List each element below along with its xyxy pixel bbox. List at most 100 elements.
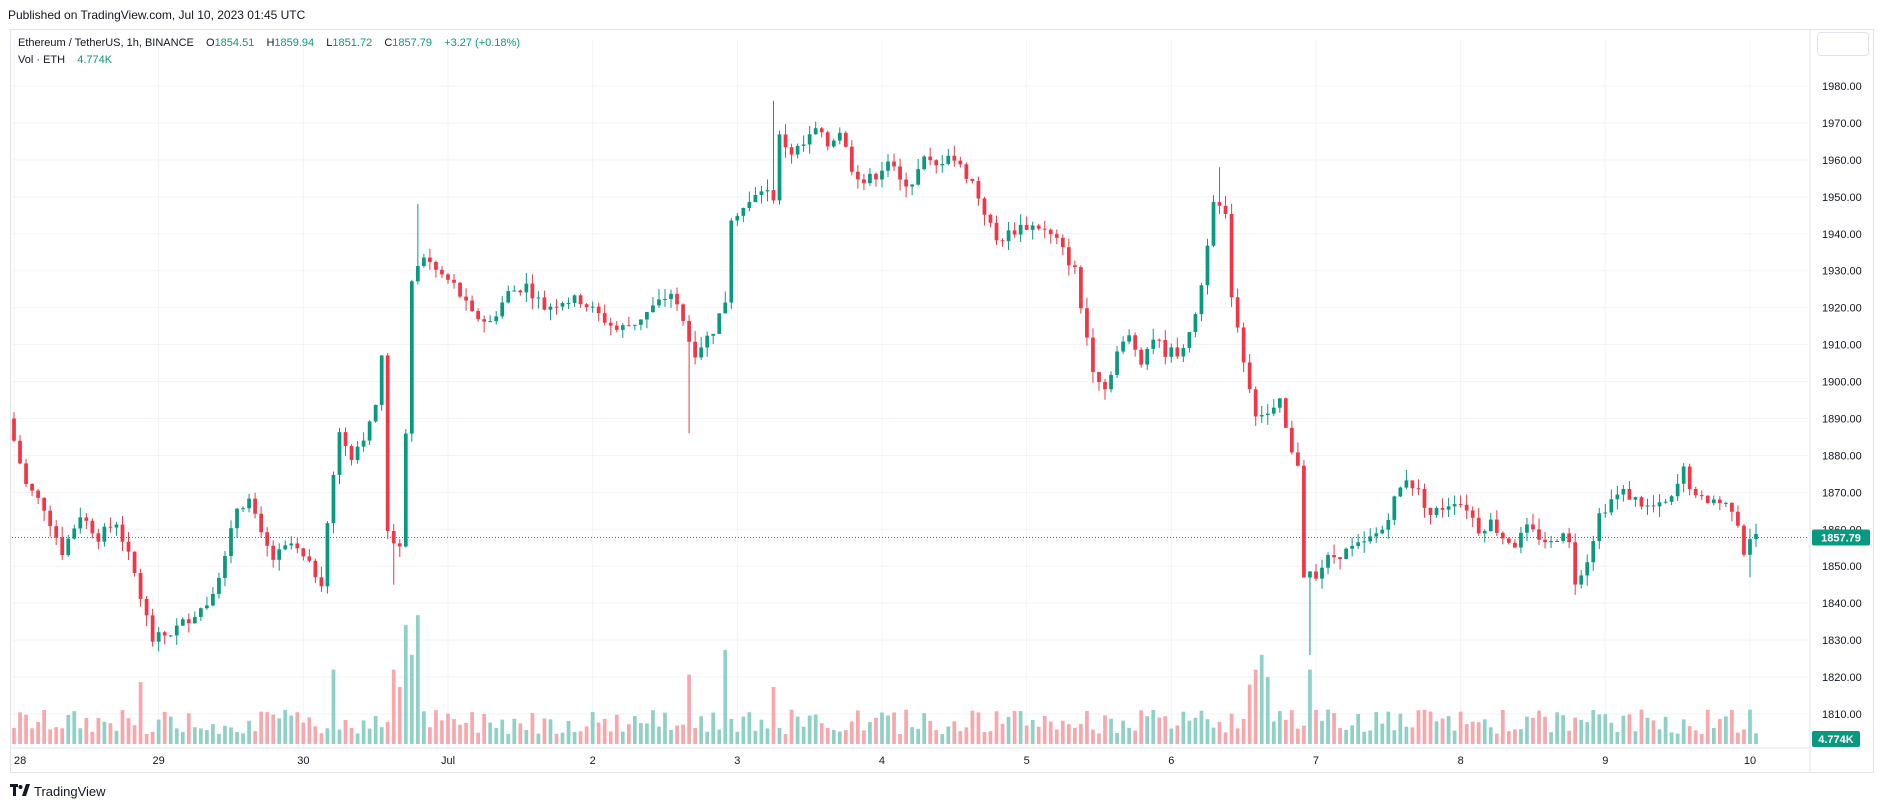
candle-body (1241, 327, 1246, 363)
volume-bar (1091, 729, 1095, 744)
candle-body (343, 432, 348, 447)
candle-body (223, 556, 227, 578)
volume-bar (868, 722, 872, 744)
volume-bar (1579, 719, 1584, 744)
candle-body (801, 144, 806, 146)
candle-body (1030, 225, 1035, 230)
candle-body (1139, 349, 1144, 365)
volume-bar (548, 719, 553, 744)
y-tick-label: 1810.00 (1822, 709, 1862, 721)
x-tick-label: 8 (1458, 755, 1464, 767)
candle-body (699, 347, 704, 358)
candle-body (397, 543, 402, 547)
candle-body (120, 524, 125, 542)
candle-body (1302, 465, 1306, 578)
volume-bar (409, 654, 414, 744)
candle-body (735, 215, 740, 221)
volume-bar (1338, 727, 1342, 744)
volume-label[interactable]: Vol · ETH (18, 54, 66, 66)
volume-bar (1627, 714, 1632, 744)
candle-body (536, 297, 541, 299)
candle-body (24, 463, 28, 484)
volume-bar (886, 715, 890, 744)
volume-bar (434, 710, 438, 744)
x-tick-label: 7 (1313, 755, 1319, 767)
volume-bar (1277, 711, 1282, 744)
ohlc-row: Ethereum / TetherUS, 1h, BINANCE O1854.5… (18, 35, 520, 52)
volume-bar (440, 720, 444, 744)
candle-body (108, 526, 113, 528)
volume-bar (1742, 729, 1746, 744)
volume-bar (313, 726, 318, 744)
candle-body (385, 355, 390, 532)
y-tick-label: 1910.00 (1822, 340, 1862, 352)
candle-body (825, 132, 830, 147)
volume-bar (639, 723, 643, 744)
candle-body (1121, 341, 1125, 352)
chart-legend: Ethereum / TetherUS, 1h, BINANCE O1854.5… (18, 35, 520, 69)
candle-body (753, 194, 758, 203)
volume-bar (446, 713, 450, 744)
volume-bar (1066, 724, 1071, 744)
candle-body (373, 404, 378, 422)
volume-bar (1603, 714, 1608, 744)
volume-bar (753, 730, 758, 744)
candle-body (1573, 542, 1578, 585)
candle-body (1012, 230, 1017, 235)
volume-bar (295, 712, 300, 744)
candle-body (934, 160, 939, 166)
candle-body (1681, 466, 1686, 484)
volume-bar (428, 727, 432, 744)
candle-body (645, 312, 649, 320)
candle-body (1748, 539, 1752, 555)
candle-body (1296, 452, 1300, 466)
volume-bar (367, 728, 372, 744)
volume-bar (1332, 713, 1336, 744)
candle-body (1036, 225, 1041, 229)
chart-control-box[interactable] (1817, 32, 1869, 56)
candle-body (1705, 495, 1710, 504)
candle-body (84, 517, 89, 521)
y-tick-label: 1920.00 (1822, 303, 1862, 315)
candle-body (681, 304, 685, 321)
candle-body (530, 283, 535, 299)
candle-body (217, 577, 221, 594)
volume-bar (789, 709, 794, 744)
volume-bar (1362, 731, 1367, 744)
candle-body (1669, 496, 1674, 502)
candle-body (524, 283, 529, 293)
candle-body (1736, 511, 1740, 526)
candle-body (289, 543, 294, 546)
volume-bar (729, 718, 734, 744)
volume-bar (1657, 729, 1662, 744)
volume-bar (1205, 719, 1210, 744)
volume-bar (1404, 726, 1409, 744)
symbol-title[interactable]: Ethereum / TetherUS, 1h, BINANCE (18, 37, 194, 49)
candle-body (675, 293, 679, 305)
price-candles (12, 100, 1758, 655)
last-price-badge (1812, 529, 1870, 546)
candle-body (1265, 413, 1270, 416)
candle-body (554, 306, 559, 308)
candle-body (1109, 374, 1113, 390)
volume-value: 4.774K (77, 54, 113, 66)
candle-body (886, 161, 890, 171)
candle-body (602, 313, 607, 323)
chart-frame[interactable] (10, 29, 1874, 773)
candle-body (271, 545, 276, 560)
volume-bar (174, 728, 179, 744)
candle-body (1537, 529, 1541, 540)
volume-bar (892, 712, 896, 744)
volume-bar (1494, 733, 1499, 744)
candle-body (1621, 488, 1626, 495)
volume-bar (1109, 718, 1113, 744)
candle-body (1476, 517, 1481, 534)
volume-bar (60, 728, 65, 744)
volume-bar (283, 709, 288, 744)
volume-bar (554, 733, 559, 744)
volume-bar (1085, 711, 1089, 744)
volume-bar (343, 720, 348, 744)
volume-bar (319, 733, 324, 744)
footer-brand[interactable]: TradingView (10, 784, 106, 799)
